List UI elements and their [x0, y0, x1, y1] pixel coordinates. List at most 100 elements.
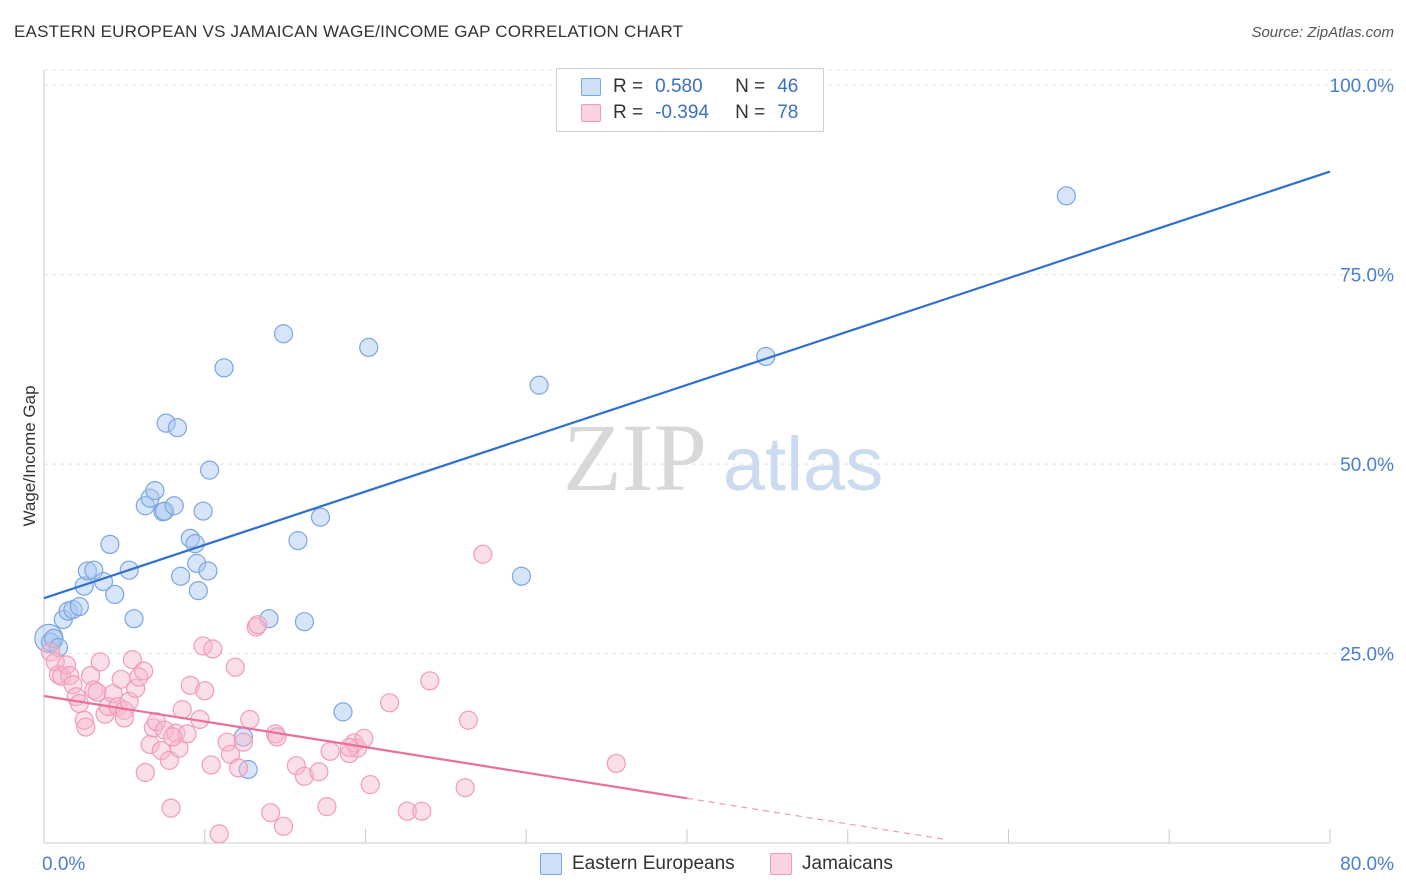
eastern-european-point [154, 501, 175, 521]
r-value: -0.394 [655, 102, 709, 123]
eastern-european-point [100, 534, 120, 555]
jamaican-point [103, 684, 123, 704]
trend-layer [43, 170, 1331, 840]
eastern-european-point [238, 759, 258, 780]
jamaican-point [380, 693, 400, 713]
source-label: Source: ZipAtlas.com [1251, 24, 1394, 41]
r-label: R = [613, 76, 644, 97]
points-layer [34, 186, 1076, 844]
jamaican-point [317, 797, 337, 817]
n-label: N = [735, 102, 766, 123]
eastern-european-point [171, 566, 191, 586]
n-value: 78 [777, 102, 799, 123]
watermark-atlas: atlas [723, 422, 884, 507]
bottom-legend-label: Jamaicans [802, 853, 893, 874]
jamaican-point [320, 741, 340, 761]
jamaican-point [606, 753, 626, 774]
labels-layer: 25.0% 50.0% 75.0% 100.0% 0.0% 80.0% [42, 76, 1394, 875]
eastern-european-point [105, 584, 125, 605]
eastern-european-point [193, 501, 213, 521]
eastern-european-point [188, 581, 208, 601]
eastern-european-trend-line [43, 170, 1331, 600]
jamaican-point [81, 665, 101, 686]
jamaican-point [56, 655, 77, 675]
jamaican-point [267, 727, 287, 747]
jamaican-point [84, 680, 104, 700]
axis-layer [43, 70, 1331, 844]
eastern-european-point [359, 337, 379, 357]
eastern-european-point [124, 609, 144, 629]
jamaican-point [217, 732, 237, 752]
legend-swatch-blue [581, 78, 601, 96]
jamaican-point [309, 762, 329, 782]
legend-row-jamaicans: R = -0.394 N = 78 [581, 100, 798, 126]
eastern-european-point [511, 566, 532, 586]
eastern-european-point [1056, 186, 1076, 206]
jamaican-point [87, 682, 107, 702]
jamaican-point [360, 775, 380, 795]
jamaican-point [233, 732, 253, 752]
legend-swatch-pink [581, 104, 601, 122]
jamaican-point [240, 709, 260, 730]
eastern-european-point [198, 561, 218, 581]
chart-title: EASTERN EUROPEAN VS JAMAICAN WAGE/INCOME… [14, 22, 684, 41]
jamaican-point [74, 710, 94, 730]
eastern-european-point [294, 612, 315, 632]
eastern-european-point [273, 324, 294, 344]
y-tick-label: 50.0% [1340, 455, 1394, 476]
eastern-european-point [310, 507, 331, 527]
jamaican-point [126, 678, 146, 699]
jamaican-point [273, 816, 294, 836]
r-value: 0.580 [655, 76, 703, 97]
eastern-european-point [69, 596, 89, 617]
jamaican-point [458, 710, 478, 730]
jamaican-point [203, 639, 223, 659]
eastern-european-point [156, 413, 176, 433]
eastern-european-point [77, 561, 98, 581]
legend-row-eastern-europeans: R = 0.580 N = 46 [581, 74, 798, 100]
jamaican-point [40, 642, 61, 662]
x-tick-label: 0.0% [42, 854, 85, 875]
jamaican-point [161, 798, 181, 818]
eastern-european-point [199, 460, 220, 480]
jamaican-point [177, 724, 197, 744]
jamaican-point [412, 801, 432, 821]
jamaican-point [122, 650, 143, 670]
jamaican-point [114, 708, 134, 728]
jamaican-point [225, 657, 245, 677]
jamaican-trend-extension [686, 797, 945, 840]
jamaican-point [455, 778, 475, 798]
eastern-european-point [214, 358, 234, 378]
correlation-legend: R = 0.580 N = 46 R = -0.394 N = 78 [556, 68, 824, 132]
jamaican-point [473, 544, 493, 564]
eastern-european-point [529, 375, 549, 395]
jamaican-point [135, 762, 155, 783]
jamaican-point [154, 720, 175, 740]
r-label: R = [613, 102, 644, 123]
jamaican-point [201, 755, 221, 775]
jamaican-trend-line [43, 694, 688, 800]
bottom-legend-label: Eastern Europeans [572, 853, 735, 874]
jamaican-point [169, 738, 189, 758]
y-axis-title: Wage/Income Gap [20, 385, 39, 527]
jamaican-point [294, 766, 315, 786]
jamaican-point [180, 675, 200, 695]
bottom-legend-swatch-pink [770, 853, 792, 875]
jamaican-point [76, 717, 96, 737]
eastern-european-point [333, 702, 353, 722]
jamaican-point [140, 734, 160, 755]
eastern-european-point [187, 553, 207, 573]
eastern-european-point [153, 502, 173, 522]
n-label: N = [735, 76, 766, 97]
jamaican-point [228, 758, 249, 778]
jamaican-point [209, 824, 229, 844]
x-tick-label: 80.0% [1340, 854, 1394, 875]
eastern-european-point [288, 531, 308, 551]
grid-layer [44, 69, 1394, 655]
eastern-european-point [167, 418, 188, 438]
y-tick-label: 25.0% [1340, 645, 1394, 666]
jamaican-point [339, 737, 360, 758]
jamaican-point [134, 661, 154, 681]
jamaican-point [163, 727, 183, 747]
